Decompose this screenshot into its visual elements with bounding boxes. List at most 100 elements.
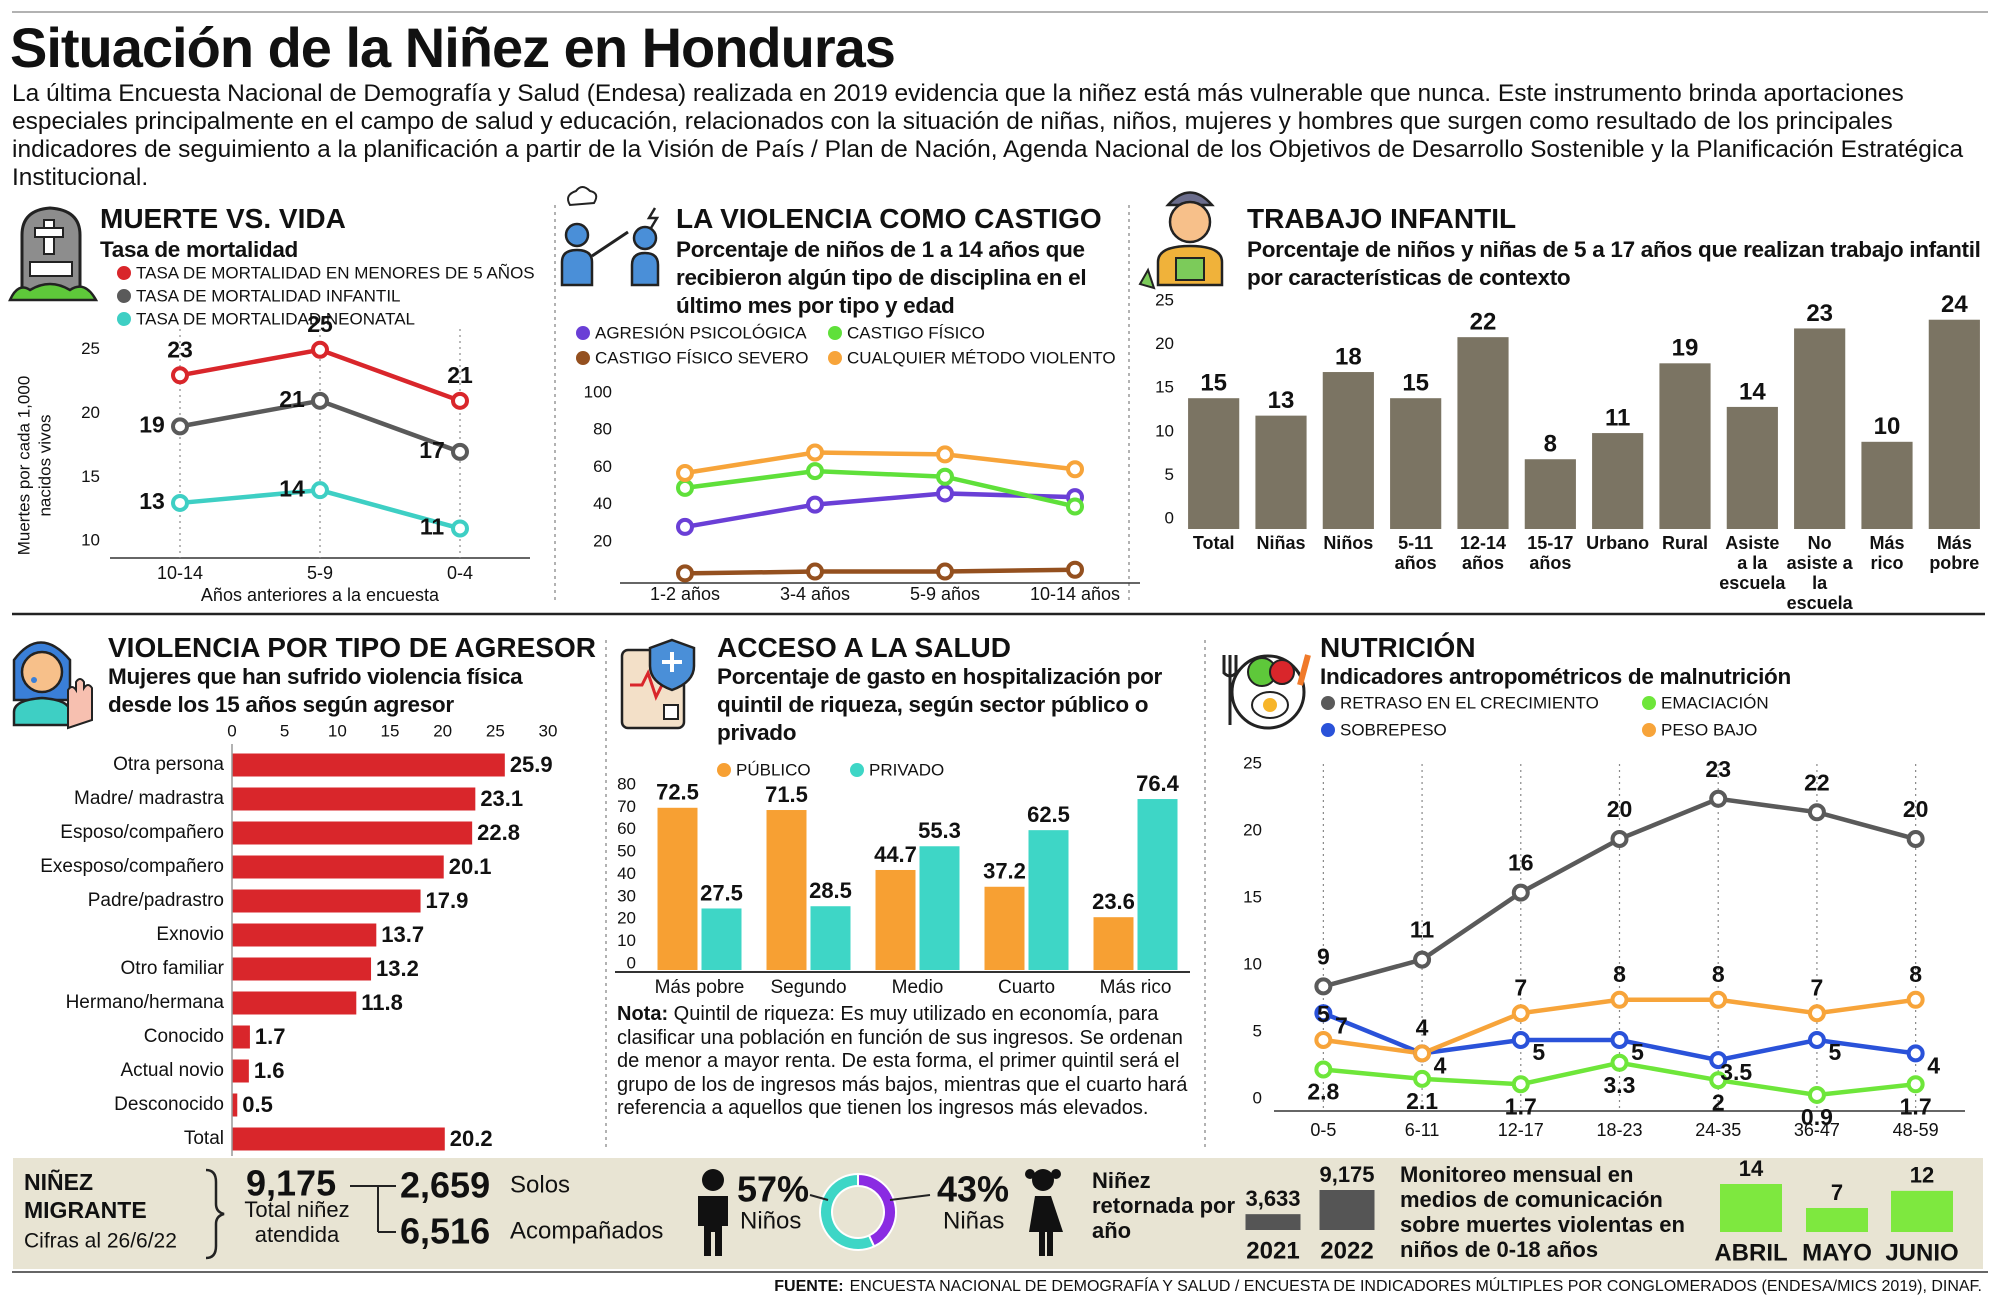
legend-swatch [717, 763, 731, 777]
point [451, 391, 469, 410]
data-label: 22 [1804, 769, 1830, 795]
bar [1720, 1184, 1782, 1232]
violence-icon [560, 186, 660, 287]
x-tick-label-box: Urbano [1586, 533, 1649, 553]
y-tick-label: Exesposo/compañero [40, 856, 224, 877]
panel-title: LA VIOLENCIA COMO CASTIGO [676, 203, 1102, 234]
legend-swatch [828, 351, 842, 365]
y-tick-label: Otra persona [113, 754, 224, 775]
data-label: 14 [1739, 1156, 1764, 1181]
data-label: 11.8 [361, 990, 403, 1015]
data-label: 3,633 [1245, 1186, 1300, 1211]
panel-title-box: TRABAJO INFANTIL [1247, 203, 1517, 234]
x-tick-label-box: Niñas [1256, 533, 1306, 553]
point [1511, 1031, 1530, 1049]
point [1709, 789, 1728, 808]
point [676, 478, 694, 497]
panel-subtitle: Porcentaje de niños de 1 a 14 años que r… [676, 237, 1087, 318]
panel-subtitle-box: Indicadores antropométricos de malnutric… [1320, 664, 1791, 689]
x-tick-label: Más rico [1100, 977, 1172, 998]
intro-box: La última Encuesta Nacional de Demografí… [12, 80, 1964, 191]
x-tick-label: Rural [1661, 533, 1708, 553]
migrant-total-label: Total niñez atendida [244, 1197, 350, 1247]
x-tick-label: Niños [1323, 533, 1374, 553]
panel-title: Monitoreo mensual en medios de comunicac… [1400, 1162, 1685, 1262]
bar [1188, 398, 1240, 529]
y-tick-label: 10 [1155, 421, 1174, 440]
data-label: 21 [279, 386, 305, 412]
panel-title: ACCESO A LA SALUD [717, 632, 1011, 663]
point [171, 366, 189, 385]
migrant-panel [13, 1158, 1983, 1269]
x-tick-label: Total [1192, 533, 1235, 553]
series-line [684, 491, 1076, 530]
x-tick-label: 48-59 [1893, 1120, 1939, 1140]
y-tick-label: 20 [593, 531, 612, 550]
panel-title-box: NUTRICIÓN [1320, 632, 1476, 663]
y-axis-title: Muertes por cada 1,000 nacidos vivos [14, 375, 54, 556]
y-tick-label: 20 [1243, 820, 1262, 839]
data-label: 7 [1831, 1180, 1843, 1205]
panel-title-box: LA VIOLENCIA COMO CASTIGO [676, 203, 1102, 234]
donut-value-label: 43% [937, 1169, 1009, 1210]
data-label: 55.3 [918, 818, 961, 843]
y-tick-label: 15 [1155, 378, 1174, 397]
point [1314, 1060, 1333, 1079]
data-label: 17 [419, 437, 445, 463]
legend-label: RETRASO EN EL CRECIMIENTO [1340, 693, 1599, 712]
data-label: 16 [1508, 850, 1534, 876]
legend-swatch [1321, 696, 1335, 710]
data-label: 15 [1402, 370, 1429, 397]
legend-swatch [828, 326, 842, 340]
note-text: Quintil de riqueza: Es muy utilizado en … [617, 1003, 1188, 1119]
bar [232, 1127, 445, 1151]
y-tick-label: Total [184, 1128, 224, 1149]
intro: La última Encuesta Nacional de Demografí… [12, 80, 1964, 191]
bar [1245, 1214, 1301, 1230]
x-tick-label-box: Más rico [1869, 533, 1904, 573]
x-tick-label: ABRIL [1714, 1239, 1787, 1266]
legend-label: AGRESIÓN PSICOLÓGICA [595, 323, 807, 342]
legend-label: PESO BAJO [1661, 720, 1757, 739]
point [806, 495, 824, 514]
x-tick-label: Niñas [1256, 533, 1306, 553]
y-tick-label: 25 [81, 339, 100, 358]
point [936, 484, 954, 503]
migrant-accompanied-label: Acompañados [510, 1217, 663, 1244]
point [676, 463, 694, 482]
bar [232, 1025, 250, 1049]
donut-value-label: 57% [737, 1169, 809, 1210]
point [1709, 990, 1728, 1009]
y-tick-label: 10 [617, 931, 636, 950]
source-text: ENCUESTA NACIONAL DE DEMOGRAFÍA Y SALUD … [850, 1276, 1982, 1295]
series-line [684, 468, 1076, 509]
y-tick-label: Actual novio [120, 1060, 224, 1081]
point [1511, 883, 1530, 902]
data-label: 14 [1739, 378, 1766, 405]
data-label: 13.7 [381, 922, 424, 947]
panel-subtitle-box: Tasa de mortalidad [100, 237, 298, 262]
data-label: 23.1 [480, 786, 523, 811]
data-label: 13 [1268, 387, 1295, 414]
panel-subtitle-box: Porcentaje de niños de 1 a 14 años que r… [676, 237, 1087, 318]
data-label: 8 [1712, 961, 1725, 987]
panel-subtitle-box: Porcentaje de niños y niñas de 5 a 17 añ… [1247, 237, 1981, 290]
point [1413, 950, 1432, 969]
bar [232, 957, 372, 981]
y-tick-label: 50 [617, 842, 636, 861]
panel-subtitle: Tasa de mortalidad [100, 237, 298, 262]
point [1314, 977, 1333, 996]
page-title: Situación de la Niñez en Honduras [10, 16, 895, 79]
data-label: 27.5 [700, 880, 743, 905]
bar [810, 906, 851, 970]
data-label: 24 [1941, 291, 1968, 318]
x-tick-label: 10-14 [157, 563, 203, 583]
point [171, 493, 189, 512]
migrant-total: 9,175 [246, 1163, 336, 1204]
panel-title: TRABAJO INFANTIL [1247, 203, 1517, 234]
y-tick-label: 0 [1253, 1088, 1262, 1107]
data-label: 62.5 [1027, 802, 1070, 827]
bar [1659, 363, 1711, 529]
point [1807, 803, 1826, 822]
point [451, 442, 469, 461]
